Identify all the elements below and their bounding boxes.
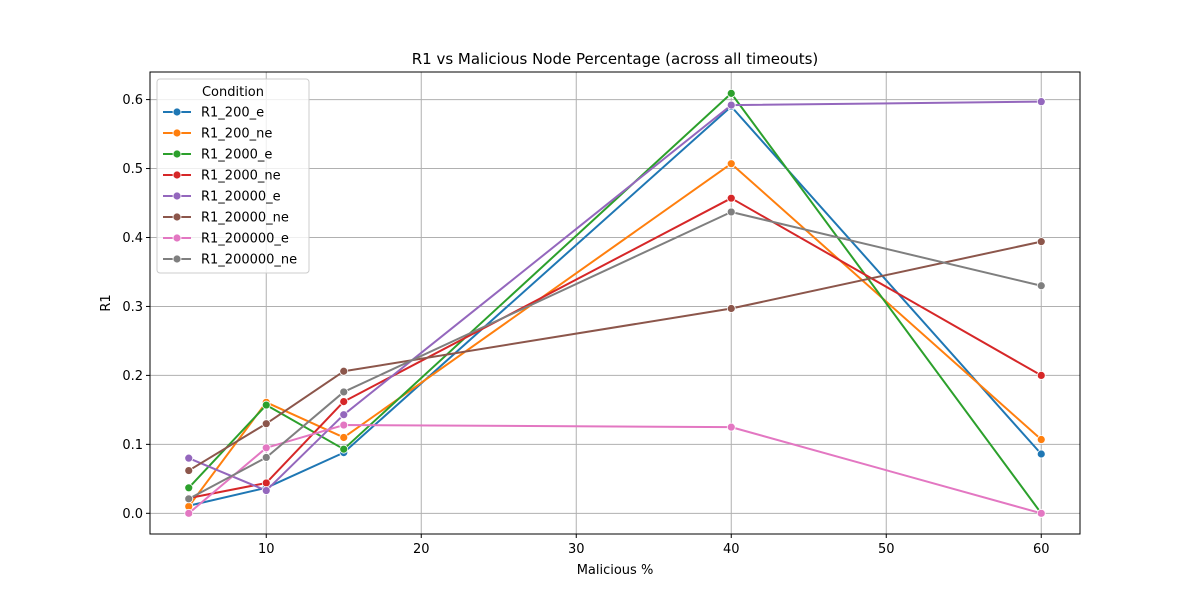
legend-item: R1_200_e [163,106,264,121]
data-point [339,410,349,420]
legend-label: R1_200_e [201,106,264,121]
data-point [726,159,736,169]
data-point [1036,281,1046,291]
legend-swatch-marker [172,128,182,138]
legend-item: R1_200000_e [163,232,289,247]
data-point [339,444,349,454]
legend-label: R1_200000_e [201,232,289,247]
series-line [188,197,1042,500]
data-point [1036,449,1046,459]
series-line [188,424,1042,515]
series-line [188,210,1042,500]
data-point [726,193,736,203]
y-tick-label: 0.0 [122,507,143,522]
data-point [726,88,736,98]
legend-title: Condition [202,85,264,100]
data-point [184,483,194,493]
legend-label: R1_20000_ne [201,211,289,226]
legend-frame [156,78,310,274]
legend-swatch-marker [172,149,182,159]
x-tick-label: 20 [413,542,430,557]
series-R1_20000_e [184,97,1046,495]
data-point [339,366,349,376]
data-point [1036,371,1046,380]
legend-label: R1_2000_e [201,148,272,163]
series-R1_200_ne [184,159,1046,511]
chart-title: R1 vs Malicious Node Percentage (across … [412,50,819,68]
legend-label: R1_200000_ne [201,253,297,268]
legend-label: R1_200_ne [201,127,272,142]
legend-swatch-marker [172,233,182,243]
legend-item: R1_200000_ne [163,253,297,268]
x-tick-label: 30 [568,542,585,557]
x-axis: 10 20 30 40 50 60 [258,534,1050,557]
series-R1_2000_ne [184,193,1046,503]
series-R1_200000_ne [184,207,1046,504]
data-point [726,100,736,110]
legend-label: R1_2000_ne [201,169,281,184]
series-layer [184,88,1046,518]
data-point [339,397,349,407]
legend-label: R1_20000_e [201,190,281,205]
series-R1_200000_e [184,420,1046,518]
y-tick-label: 0.1 [122,438,143,453]
y-tick-label: 0.2 [122,369,143,384]
plot-frame [149,71,1081,535]
data-point [339,387,349,397]
data-point [339,433,349,442]
data-point [261,400,271,410]
y-axis: 0.0 0.1 0.2 0.3 0.4 0.5 0.6 [122,93,150,522]
legend-swatch-marker [172,191,182,201]
data-point [184,494,194,504]
x-tick-label: 40 [723,542,740,557]
legend-item: R1_20000_e [163,190,281,205]
data-point [261,486,271,495]
data-point [726,422,736,432]
data-point [261,453,271,462]
legend-item: R1_2000_e [163,148,272,163]
legend-item: R1_200_ne [163,127,272,142]
data-point [184,508,194,518]
data-point [1036,508,1046,518]
data-point [726,207,736,217]
legend: Condition R1_200_e R1_200_ne R1_2000_e R1_2… [156,78,310,274]
data-point [261,419,271,429]
data-point [261,443,271,453]
y-tick-label: 0.4 [122,231,143,246]
legend-item: R1_2000_ne [163,169,281,184]
data-point [261,478,271,488]
series-line [187,162,1042,508]
data-point [184,453,194,463]
legend-swatch-marker [172,254,182,264]
data-point [1036,237,1046,247]
data-point [339,420,349,430]
x-tick-label: 50 [878,542,895,557]
y-tick-label: 0.5 [122,162,143,177]
data-point [184,466,194,475]
legend-swatch-marker [172,212,182,222]
x-tick-label: 10 [258,542,275,557]
y-tick-label: 0.3 [122,300,143,315]
legend-swatch-marker [172,170,182,180]
y-axis-label: R1 [99,294,114,311]
series-R1_20000_ne [184,237,1046,475]
y-tick-label: 0.6 [122,93,143,108]
legend-item: R1_20000_ne [163,211,289,226]
series-line [188,240,1042,472]
data-point [1036,97,1046,107]
legend-swatch-marker [172,107,182,117]
x-axis-label: Malicious % [577,563,654,578]
data-point [1036,435,1046,444]
x-tick-label: 60 [1033,542,1050,557]
data-point [726,304,736,313]
